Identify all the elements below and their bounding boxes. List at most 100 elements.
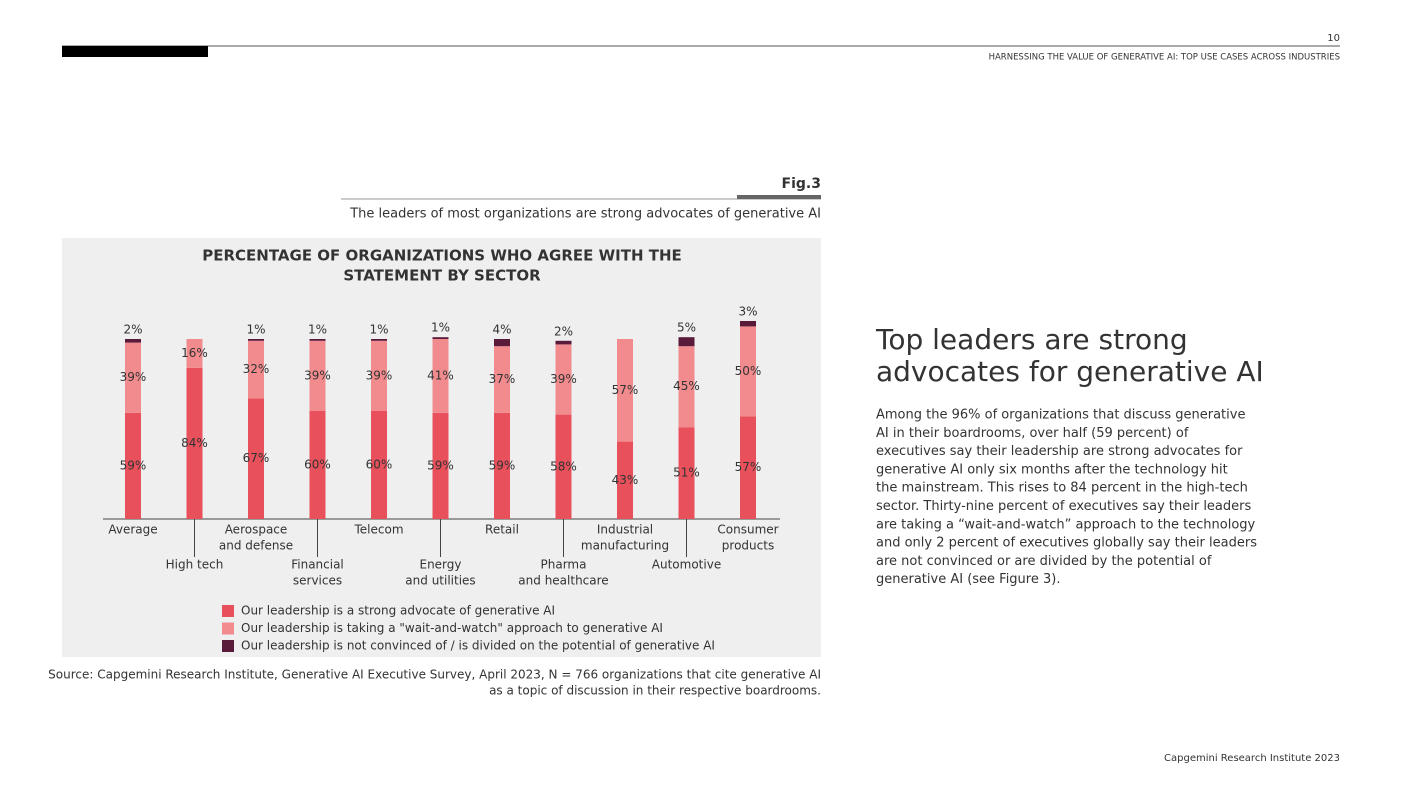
value-label: 50%: [735, 364, 762, 378]
side-body: the mainstream. This rises to 84 percent…: [876, 481, 1248, 496]
x-tick-label: Aerospace: [225, 523, 288, 537]
value-label: 37%: [489, 372, 516, 386]
bar-segment: [248, 398, 264, 519]
bar-segment: [555, 340, 572, 345]
value-label: 5%: [677, 321, 696, 335]
x-tick-label: High tech: [166, 558, 224, 572]
bar-segment: [432, 339, 449, 413]
bar-segment: [740, 416, 756, 519]
value-label: 58%: [550, 459, 577, 473]
side-body: sector. Thirty-nine percent of executive…: [876, 499, 1251, 514]
bar-segment: [309, 339, 326, 341]
bar-segment: [494, 412, 510, 519]
value-label: 59%: [489, 458, 516, 472]
legend-swatch: [222, 605, 234, 617]
value-label: 39%: [550, 372, 577, 386]
x-tick-label: Consumer: [717, 523, 778, 537]
value-label: 39%: [120, 370, 147, 384]
x-tick-label: and healthcare: [518, 574, 608, 588]
value-label: 2%: [123, 323, 142, 337]
figure-label: Fig.3: [782, 176, 821, 192]
x-tick-label: manufacturing: [581, 539, 669, 553]
value-label: 3%: [738, 305, 757, 319]
x-tick-label: Industrial: [597, 523, 653, 537]
bar-segment: [617, 339, 633, 442]
bar-segment: [371, 340, 387, 411]
side-body: are taking a “wait-and-watch” approach t…: [876, 517, 1256, 532]
bar-segment: [555, 414, 572, 519]
bar-segment: [555, 344, 572, 415]
source-note: Source: Capgemini Research Institute, Ge…: [48, 668, 821, 682]
bar-segment: [371, 339, 387, 341]
bar-segment: [678, 346, 695, 428]
figure-rule-accent: [737, 195, 821, 199]
bar-segment: [432, 412, 449, 519]
value-label: 67%: [243, 451, 270, 465]
bar-segment: [248, 339, 264, 341]
x-tick-label: and defense: [219, 539, 293, 553]
legend-label: Our leadership is taking a "wait-and-wat…: [241, 621, 663, 635]
value-label: 57%: [735, 460, 762, 474]
value-label: 43%: [612, 473, 639, 487]
bar-segment: [125, 339, 141, 343]
x-tick-label: Energy: [419, 558, 461, 572]
x-tick-label: and utilities: [405, 574, 475, 588]
bar-segment: [740, 326, 756, 417]
value-label: 1%: [431, 321, 450, 335]
x-tick-label: Automotive: [652, 558, 721, 572]
legend-swatch: [222, 622, 234, 635]
bar-segment: [125, 342, 141, 413]
source-note: as a topic of discussion in their respec…: [489, 684, 821, 698]
bar-segment: [309, 411, 326, 519]
value-label: 1%: [308, 323, 327, 337]
value-label: 59%: [427, 458, 454, 472]
value-label: 1%: [369, 323, 388, 337]
chart-title: STATEMENT BY SECTOR: [343, 267, 541, 285]
value-label: 60%: [304, 458, 331, 472]
bar-segment: [617, 441, 633, 519]
bar-segment: [678, 337, 695, 347]
x-tick-label: services: [293, 574, 342, 588]
legend-label: Our leadership is not convinced of / is …: [241, 639, 715, 653]
value-label: 1%: [246, 323, 265, 337]
value-label: 16%: [181, 346, 208, 360]
legend-label: Our leadership is a strong advocate of g…: [241, 604, 555, 618]
x-tick-label: Pharma: [541, 558, 587, 572]
bar-segment: [186, 339, 203, 368]
value-label: 45%: [673, 379, 700, 393]
header-text: HARNESSING THE VALUE OF GENERATIVE AI: T…: [989, 53, 1340, 63]
value-label: 32%: [243, 362, 270, 376]
value-label: 60%: [366, 458, 393, 472]
value-label: 57%: [612, 383, 639, 397]
footer: Capgemini Research Institute 2023: [1164, 753, 1340, 764]
value-label: 41%: [427, 368, 454, 382]
side-body: and only 2 percent of executives globall…: [876, 536, 1257, 551]
side-body: are not convinced or are divided by the …: [876, 554, 1212, 569]
side-body: Among the 96% of organizations that disc…: [876, 408, 1245, 423]
bar-segment: [248, 340, 264, 399]
bar-segment: [494, 339, 510, 347]
bar-segment: [309, 340, 326, 411]
value-label: 2%: [554, 324, 573, 338]
side-body: generative AI only six months after the …: [876, 462, 1228, 477]
x-tick-label: products: [722, 539, 774, 553]
x-tick-label: Financial: [291, 558, 344, 572]
x-tick-label: Retail: [485, 523, 519, 537]
bar-segment: [371, 411, 387, 519]
side-heading: advocates for generative AI: [876, 355, 1264, 388]
x-tick-label: Average: [108, 523, 157, 537]
bar-segment: [186, 367, 203, 519]
x-tick-label: Telecom: [353, 523, 403, 537]
value-label: 59%: [120, 458, 147, 472]
side-body: executives say their leadership are stro…: [876, 444, 1243, 459]
header-bar: [62, 46, 208, 57]
bar-segment: [432, 337, 449, 339]
side-body: generative AI (see Figure 3).: [876, 572, 1060, 587]
page-number: 10: [1327, 33, 1340, 44]
bar-segment: [125, 412, 141, 519]
bar-segment: [678, 427, 695, 519]
value-label: 51%: [673, 466, 700, 480]
value-label: 39%: [304, 368, 331, 382]
value-label: 84%: [181, 436, 208, 450]
